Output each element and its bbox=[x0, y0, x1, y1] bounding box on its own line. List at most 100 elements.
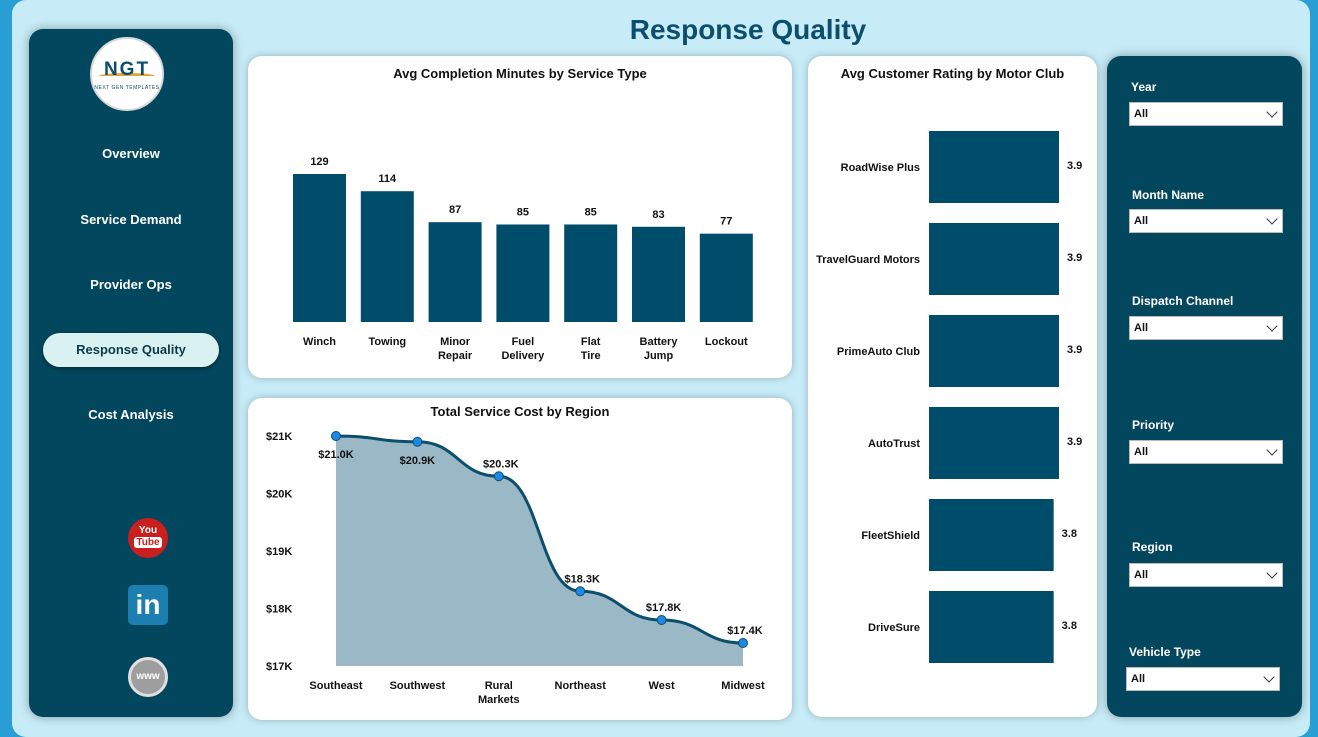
hbar-data-label: 3.9 bbox=[1067, 344, 1082, 356]
hbar bbox=[929, 131, 1059, 203]
bar bbox=[496, 224, 550, 322]
category-label: PrimeAuto Club bbox=[837, 346, 920, 358]
category-tick-label: Fuel bbox=[512, 336, 535, 348]
logo-mark: NGT bbox=[103, 59, 151, 80]
nav-item-response-quality[interactable]: Response Quality bbox=[43, 333, 219, 367]
category-tick-label: Lockout bbox=[705, 336, 748, 348]
sidebar: NGT NEXT GEN TEMPLATES Overview Service … bbox=[29, 29, 233, 717]
chevron-down-icon bbox=[1266, 213, 1278, 225]
x-tick-label: West bbox=[649, 680, 675, 692]
filter-priority-label: Priority bbox=[1132, 418, 1175, 432]
page-title: Response Quality bbox=[629, 14, 867, 45]
category-tick-label: Repair bbox=[438, 350, 473, 362]
point-data-label: $20.9K bbox=[400, 455, 436, 467]
filter-priority-value: All bbox=[1134, 446, 1149, 458]
chevron-down-icon bbox=[1266, 320, 1278, 332]
logo: NGT NEXT GEN TEMPLATES bbox=[90, 37, 164, 111]
filter-vehicle-label: Vehicle Type bbox=[1129, 645, 1201, 659]
x-tick-label: Northeast bbox=[555, 680, 607, 692]
nav-item-service-demand[interactable]: Service Demand bbox=[80, 212, 182, 227]
filter-dispatch-value: All bbox=[1134, 322, 1149, 334]
hbar bbox=[929, 315, 1059, 387]
category-tick-label: Battery bbox=[640, 336, 679, 348]
completion-minutes-card: Avg Completion Minutes by Service Type 1… bbox=[248, 56, 792, 378]
data-point bbox=[575, 586, 586, 597]
filter-dispatch-dropdown[interactable]: All bbox=[1129, 316, 1283, 340]
x-tick-label: Midwest bbox=[721, 680, 765, 692]
chevron-down-icon bbox=[1266, 567, 1278, 579]
bar bbox=[699, 233, 753, 322]
category-tick-label: Delivery bbox=[501, 350, 545, 362]
category-tick-label: Winch bbox=[303, 336, 336, 348]
completion-minutes-chart: 129 Winch 114 Towing 87 Minor Repair 85 Fuel Deli… bbox=[293, 156, 753, 362]
y-tick-label: $20K bbox=[266, 489, 292, 501]
bar-data-label: 85 bbox=[585, 206, 597, 218]
bar bbox=[632, 226, 685, 322]
category-label: AutoTrust bbox=[868, 438, 920, 450]
hbar-data-label: 3.9 bbox=[1067, 252, 1082, 264]
filter-vehicle-value: All bbox=[1131, 673, 1146, 685]
filter-dispatch-label: Dispatch Channel bbox=[1132, 294, 1234, 308]
filter-region-dropdown[interactable]: All bbox=[1129, 563, 1283, 587]
logo-subtitle: NEXT GEN TEMPLATES bbox=[94, 85, 160, 91]
bar-data-label: 77 bbox=[720, 216, 732, 228]
bar-data-label: 85 bbox=[517, 206, 529, 218]
completion-minutes-title: Avg Completion Minutes by Service Type bbox=[393, 66, 647, 81]
website-globe-icon[interactable]: www bbox=[128, 657, 168, 697]
bar-data-label: 87 bbox=[449, 204, 461, 216]
point-data-label: $17.8K bbox=[646, 602, 682, 614]
chevron-down-icon bbox=[1266, 106, 1278, 118]
chevron-down-icon bbox=[1266, 444, 1278, 456]
nav-item-cost-analysis[interactable]: Cost Analysis bbox=[88, 407, 174, 422]
chevron-down-icon bbox=[1263, 671, 1275, 683]
category-tick-label: Jump bbox=[644, 350, 674, 362]
hbar bbox=[929, 407, 1059, 479]
bar bbox=[428, 222, 482, 322]
category-label: RoadWise Plus bbox=[841, 162, 920, 174]
filter-month-value: All bbox=[1134, 215, 1149, 227]
x-tick-label: Southeast bbox=[309, 680, 363, 692]
hbar-data-label: 3.8 bbox=[1062, 528, 1077, 540]
filter-month-dropdown[interactable]: All bbox=[1129, 209, 1283, 233]
category-label: TravelGuard Motors bbox=[816, 254, 920, 266]
point-data-label: $17.4K bbox=[727, 625, 763, 637]
hbar bbox=[929, 223, 1059, 295]
category-label: DriveSure bbox=[868, 622, 920, 634]
nav-item-provider-ops[interactable]: Provider Ops bbox=[90, 277, 172, 292]
x-tick-label: Southwest bbox=[390, 680, 446, 692]
hbar-data-label: 3.8 bbox=[1062, 620, 1077, 632]
filter-year-value: All bbox=[1134, 108, 1149, 120]
filter-region-value: All bbox=[1134, 569, 1149, 581]
nav-item-overview[interactable]: Overview bbox=[102, 146, 160, 161]
youtube-icon[interactable]: You Tube bbox=[128, 518, 168, 558]
bar-data-label: 114 bbox=[378, 173, 397, 185]
filter-month-label: Month Name bbox=[1132, 188, 1204, 202]
data-point bbox=[493, 471, 504, 482]
filter-panel: Year All Month Name All Dispatch Channel… bbox=[1107, 56, 1302, 717]
customer-rating-title: Avg Customer Rating by Motor Club bbox=[840, 66, 1065, 81]
bar-data-label: 83 bbox=[652, 209, 664, 221]
point-data-label: $21.0K bbox=[318, 449, 354, 461]
customer-rating-card: Avg Customer Rating by Motor Club RoadWi… bbox=[808, 56, 1097, 717]
filter-vehicle-dropdown[interactable]: All bbox=[1126, 667, 1280, 691]
bar bbox=[564, 224, 618, 322]
logo-swoosh bbox=[99, 73, 155, 79]
point-data-label: $20.3K bbox=[483, 458, 519, 470]
x-tick-label: Rural bbox=[485, 680, 513, 692]
y-tick-label: $21K bbox=[266, 431, 292, 443]
y-tick-label: $17K bbox=[266, 661, 292, 673]
bar bbox=[360, 191, 414, 322]
filter-year-dropdown[interactable]: All bbox=[1129, 102, 1283, 126]
category-tick-label: Towing bbox=[368, 336, 406, 348]
y-tick-label: $18K bbox=[266, 604, 292, 616]
hbar-data-label: 3.9 bbox=[1067, 160, 1082, 172]
point-data-label: $18.3K bbox=[564, 573, 600, 585]
youtube-you-text: You bbox=[138, 525, 158, 536]
linkedin-icon[interactable]: in bbox=[128, 585, 168, 625]
data-point bbox=[412, 436, 423, 447]
service-cost-chart: $21K $20K $19K $18K $17K $21.0K Southeast $20.9… bbox=[266, 431, 765, 706]
filter-priority-dropdown[interactable]: All bbox=[1129, 440, 1283, 464]
bar-data-label: 129 bbox=[310, 156, 328, 168]
hbar-data-label: 3.9 bbox=[1067, 436, 1082, 448]
x-tick-label: Markets bbox=[478, 694, 520, 706]
